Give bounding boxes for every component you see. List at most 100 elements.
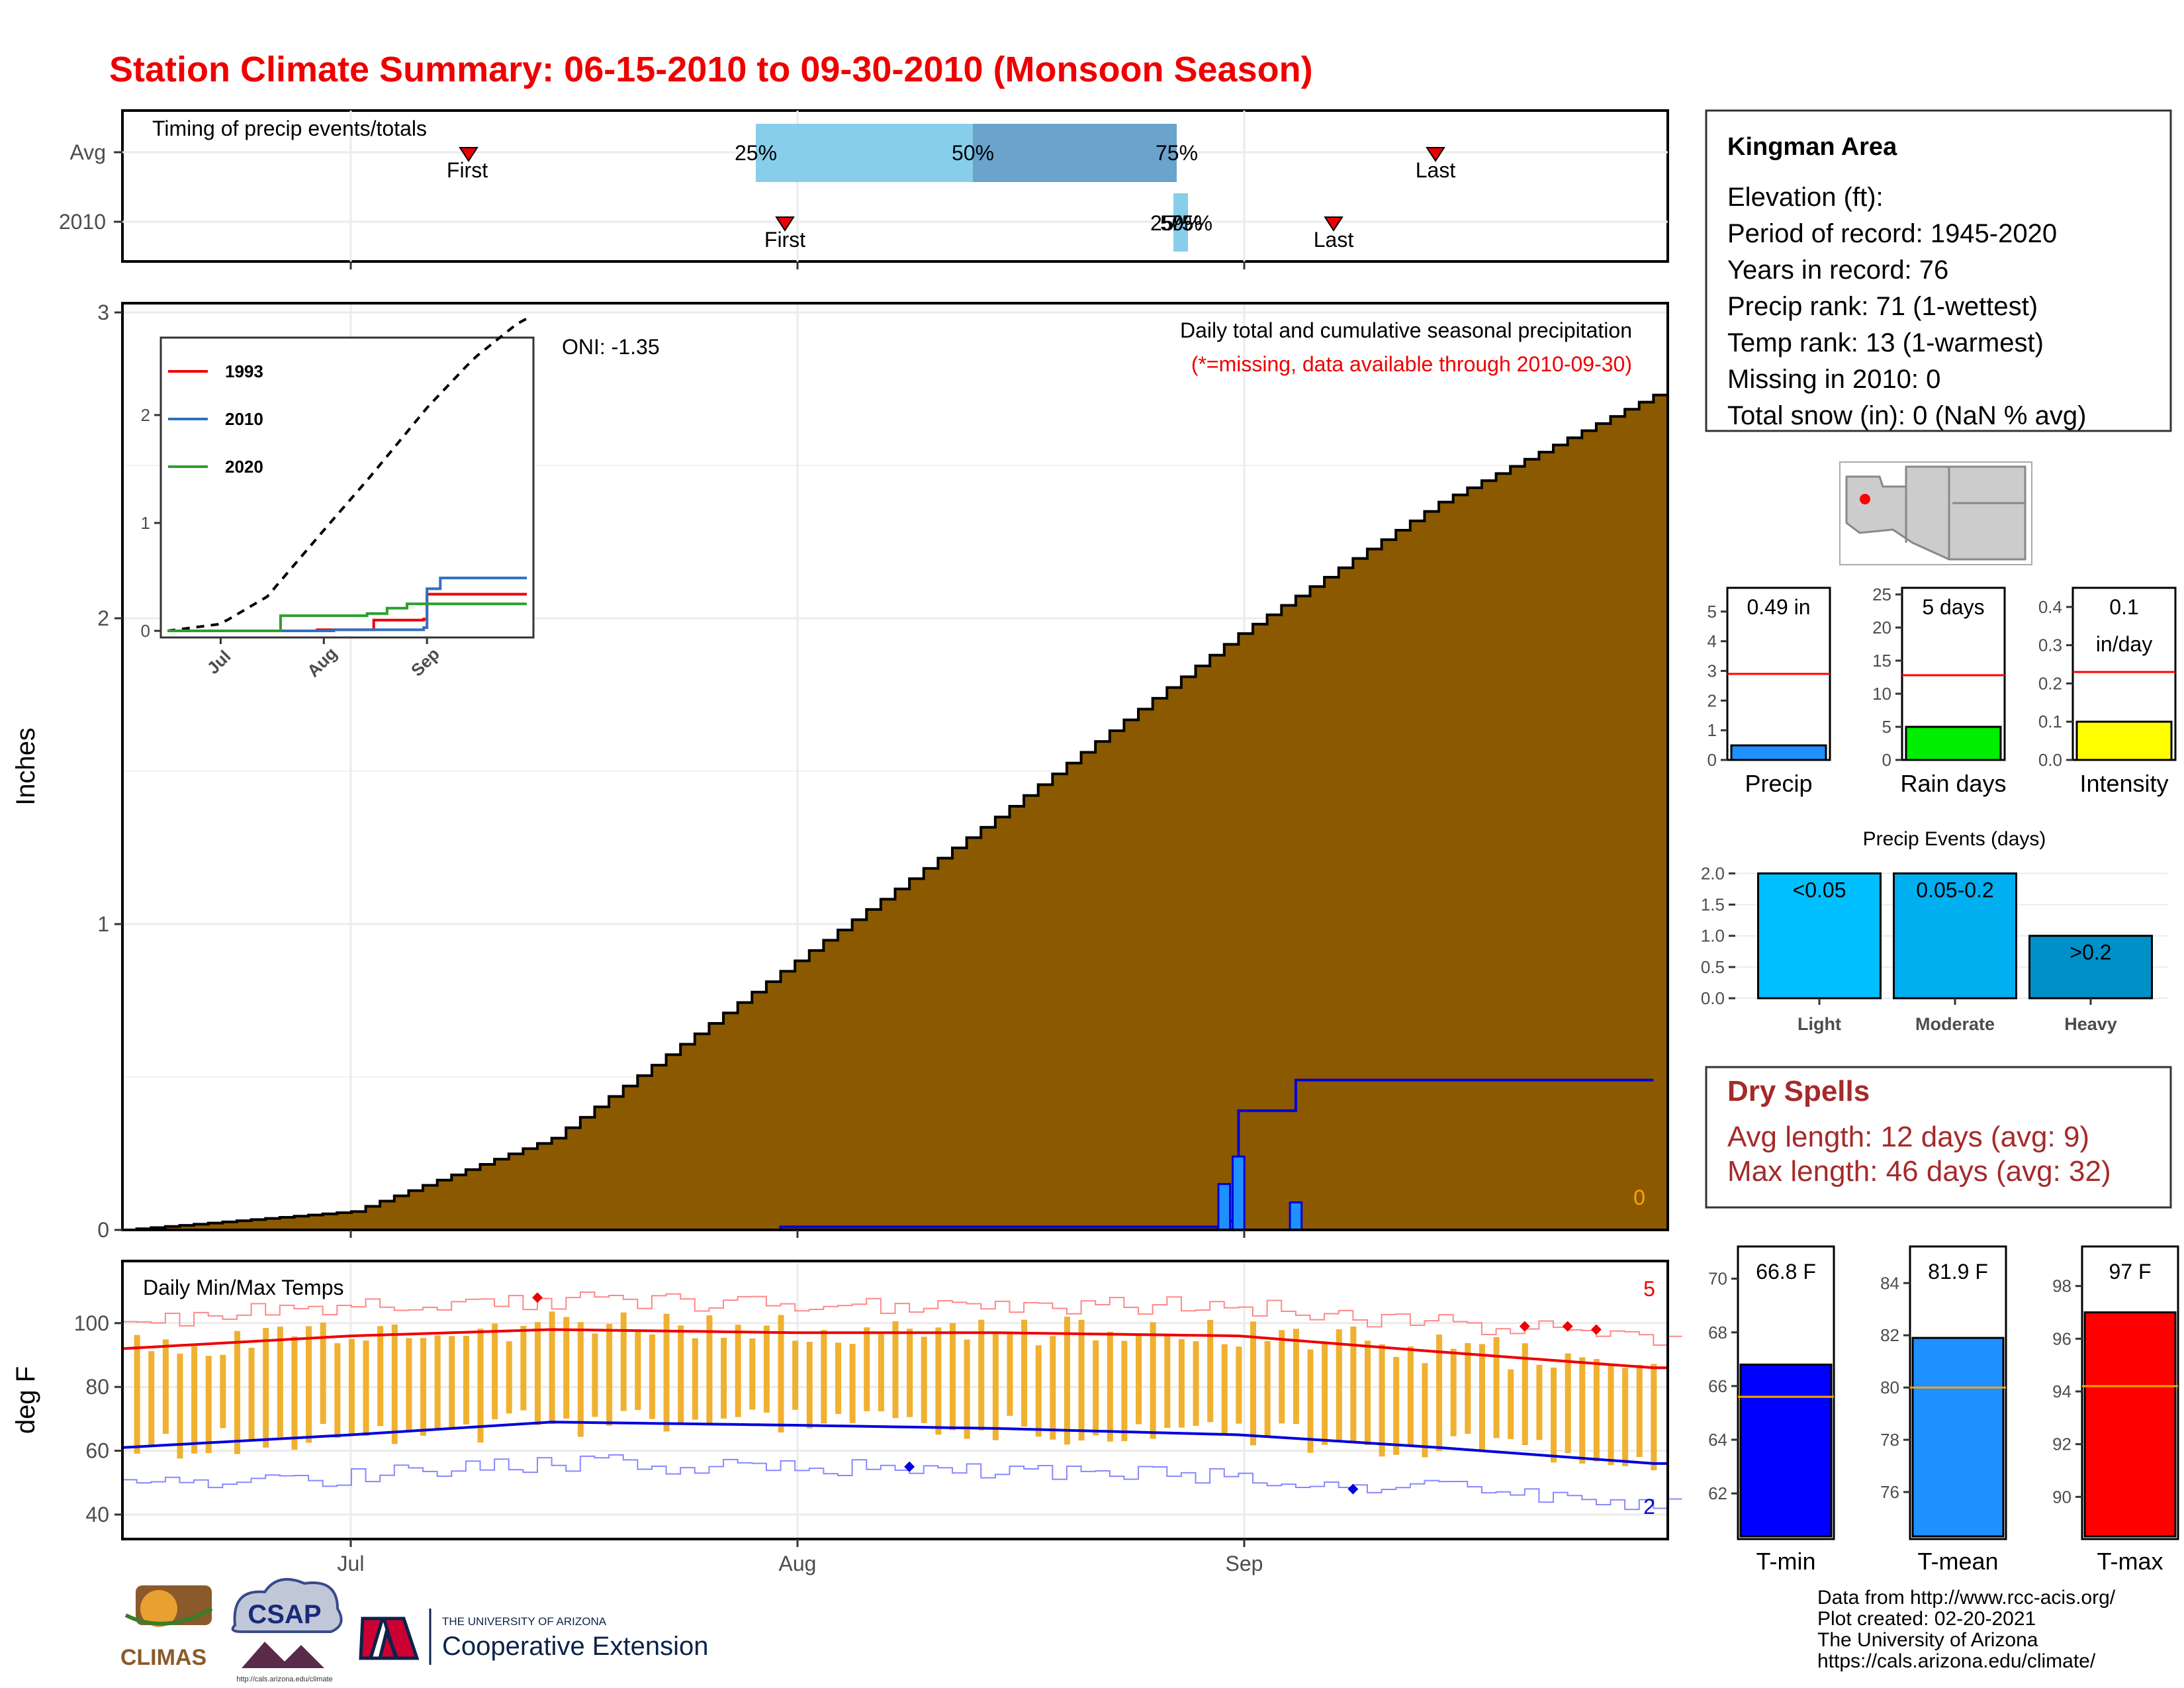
avg-cumulative-precip-area	[122, 393, 1669, 1231]
daily-temp-range-bar	[1393, 1356, 1400, 1455]
daily-temp-range-bar	[534, 1322, 541, 1425]
daily-temp-range-bar	[1078, 1319, 1085, 1441]
inset-line-2010	[167, 577, 527, 632]
avg-first-marker	[459, 147, 478, 162]
daily-temp-range-bar	[1264, 1340, 1271, 1436]
events-bar	[1757, 872, 1882, 1000]
temp-mini-y-tick-label: 90	[2052, 1487, 2071, 1507]
temp-y-axis-title: deg F	[11, 1366, 40, 1434]
inset-frame	[159, 336, 535, 639]
temp-y-axis: 40 60 80 100	[74, 1311, 122, 1526]
events-y-tick-label: 1.5	[1701, 895, 1725, 915]
daily-temp-range-bar	[964, 1339, 970, 1439]
daily-temp-range-bar	[778, 1315, 784, 1432]
daily-temp-range-bar	[177, 1353, 183, 1459]
daily-temp-range-bar	[1336, 1329, 1342, 1442]
x-tick-jul: Jul	[338, 1552, 365, 1575]
daily-temp-range-bar	[306, 1326, 312, 1443]
x-tick-aug: Aug	[779, 1552, 817, 1575]
events-bar-label: >0.2	[2070, 941, 2111, 964]
temp-panel-frame	[121, 1260, 1669, 1540]
daily-temp-range-bar	[1450, 1348, 1457, 1436]
missing-count: 0	[1633, 1186, 1645, 1209]
month-axis: Jul Aug Sep	[338, 1230, 1263, 1575]
inset-y-tick-label: 0	[141, 621, 150, 641]
mini-y-tick-label: 25	[1872, 585, 1891, 604]
temp-mini-y-tick-label: 62	[1708, 1483, 1727, 1503]
precip-missing-note: (*=missing, data available through 2010-…	[1191, 352, 1632, 376]
daily-temp-range-bar	[649, 1334, 655, 1419]
events-category-label: Light	[1797, 1014, 1841, 1034]
temp-panel-label: Daily Min/Max Temps	[143, 1276, 343, 1299]
csap-mountains	[242, 1642, 324, 1668]
daily-temp-range-bar	[291, 1336, 298, 1450]
mini-y-tick-label: 0.4	[2038, 597, 2062, 617]
mini-y-tick-label: 2	[1707, 690, 1717, 710]
daily-temp-range-bar	[620, 1312, 627, 1411]
mini-value-bar	[1730, 744, 1827, 761]
record-high-marker	[1590, 1324, 1602, 1335]
daily-temp-range-bar	[248, 1348, 255, 1441]
temp-mini-y-tick-label: 94	[2052, 1382, 2071, 1401]
dry-spells-max: Max length: 46 days (avg: 32)	[1727, 1155, 2111, 1188]
daily-temp-range-bar	[663, 1313, 670, 1432]
y2010-quartile-bar	[1173, 193, 1188, 252]
precip-y-axis: 0 1 2 3	[97, 301, 122, 1242]
mini-chart-label: Precip	[1745, 770, 1812, 797]
inset-legend-label: 2020	[225, 457, 263, 477]
daily-temp-range-bar	[563, 1317, 570, 1419]
daily-temp-range-bar	[391, 1325, 398, 1444]
temp-plot	[122, 1291, 1682, 1511]
avg-tmin-line	[122, 1421, 1668, 1465]
mini-chart-precip: 0 1 2 3 4 5 0.49 in Precip	[1707, 586, 1831, 797]
temp-mini-value-label: 66.8 F	[1756, 1260, 1816, 1284]
station-name: Kingman Area	[1727, 133, 1897, 161]
temp-mini-y-tick-label: 96	[2052, 1329, 2071, 1348]
temp-mini-y-tick-label: 92	[2052, 1434, 2071, 1454]
daily-temp-range-bar	[1164, 1333, 1171, 1429]
temp-mini-label: T-mean	[1917, 1548, 1998, 1575]
record-high-marker	[1519, 1321, 1530, 1332]
avg-tmax-line	[122, 1328, 1668, 1370]
events-plot: 0.0 0.5 1.0 1.5 2.0 <0.05 Light 0.05-0.2 Moderat…	[1701, 863, 2167, 1034]
record-low-line	[122, 1454, 1682, 1511]
daily-temp-range-bar	[1508, 1369, 1514, 1440]
precip-y-axis-title: Inches	[11, 727, 40, 806]
station-years: Years in record: 76	[1727, 256, 1948, 285]
events-bar	[1893, 872, 2017, 1000]
daily-temp-range-bar	[763, 1325, 770, 1413]
daily-temp-range-bar	[706, 1315, 713, 1425]
daily-temp-range-bar	[148, 1351, 155, 1446]
mini-y-tick-label: 4	[1707, 632, 1717, 651]
csap-cloud	[231, 1577, 343, 1633]
daily-temp-range-bar	[806, 1342, 813, 1429]
station-elevation: Elevation (ft):	[1727, 183, 1884, 212]
daily-temp-range-bar	[592, 1333, 598, 1417]
daily-temp-range-bar	[577, 1322, 584, 1437]
daily-temp-range-bar	[1565, 1353, 1571, 1454]
record-low-marker	[904, 1461, 915, 1472]
events-bar-label: 0.05-0.2	[1916, 878, 1993, 902]
temp-y-tick-label: 40	[85, 1503, 109, 1526]
precip-y-tick-label: 3	[97, 301, 109, 324]
station-precip-rank: Precip rank: 71 (1-wettest)	[1727, 292, 2038, 321]
locator-map	[1839, 461, 2032, 565]
ua-bottom-text: Cooperative Extension	[442, 1632, 708, 1661]
mini-y-tick-label: 1	[1707, 720, 1717, 740]
y2010-first-marker	[775, 216, 795, 232]
dry-spells-frame	[1705, 1066, 2172, 1209]
mini-value-label: in/day	[2096, 632, 2152, 656]
daily-temp-range-bar	[1307, 1349, 1314, 1453]
daily-temp-range-bar	[205, 1356, 212, 1454]
daily-temp-range-bar	[1293, 1329, 1299, 1425]
mini-y-tick-label: 0	[1882, 750, 1891, 770]
mini-value-bar	[2075, 720, 2173, 761]
record-high-marker	[531, 1292, 543, 1303]
daily-temp-range-bar	[1121, 1340, 1128, 1442]
credit-line-1: Data from http://www.rcc-acis.org/	[1817, 1587, 2116, 1609]
avg-last-label: Last	[1416, 158, 1456, 182]
temp-mini-y-tick-label: 64	[1708, 1430, 1727, 1450]
temp-summary-charts: 62 64 66 68 70 66.8 F T-min 76 78 80 82 84 81.9 F T-m…	[1708, 1245, 2179, 1575]
daily-temp-range-bar	[348, 1338, 355, 1435]
